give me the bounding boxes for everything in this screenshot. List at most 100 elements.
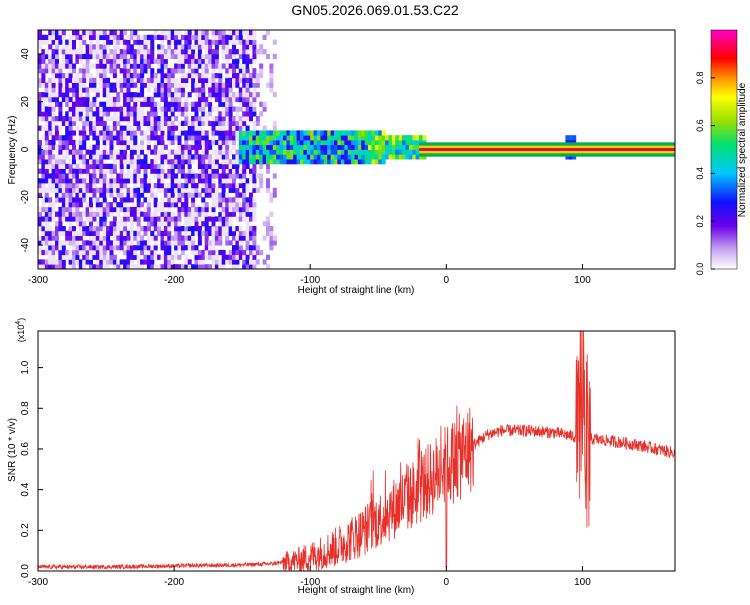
heatmap-cell [245,235,250,241]
heatmap-cell [204,44,209,50]
heatmap-cell [228,111,233,117]
heatmap-cell [82,87,87,93]
heatmap-cell [242,173,247,179]
heatmap-cell [194,92,199,98]
heatmap-cell [102,144,107,150]
heatmap-cell [85,240,90,246]
heatmap-cell [44,82,49,88]
heatmap-cell [44,120,49,126]
heatmap-cell [160,58,165,64]
heatmap-cell [177,96,182,103]
heatmap-cell [153,211,158,217]
heatmap-cell [276,139,281,146]
heatmap-cell [163,120,168,126]
heatmap-cell [211,130,216,136]
heatmap-cell [61,230,66,236]
heatmap-cell [41,235,46,241]
heatmap-cell [204,216,209,222]
heatmap-cell [75,106,80,112]
heatmap-cell [187,173,192,179]
heatmap-cell [259,144,264,150]
heatmap-cell [116,82,121,88]
heatmap-cell [143,49,148,55]
heatmap-cell [153,111,158,117]
heatmap-cell [211,139,216,146]
heatmap-cell [228,226,233,232]
heatmap-cell [197,73,202,79]
heatmap-cell [184,206,189,213]
heatmap-cell [109,130,114,136]
heatmap-cell [197,39,202,45]
heatmap-cell [364,139,369,146]
heatmap-cell [140,92,145,98]
heatmap-cell [95,259,100,265]
heatmap-cell [146,254,151,260]
heatmap-cell [48,53,53,60]
heatmap-cell [180,125,185,131]
heatmap-cell [78,211,83,217]
heatmap-cell [232,202,236,208]
heatmap-cell [228,259,233,265]
heatmap-cell [242,77,247,83]
heatmap-cell [225,259,230,265]
heatmap-cell [116,101,121,107]
heatmap-cell [330,149,335,155]
heatmap-cell [174,44,179,50]
heatmap-cell [75,211,80,217]
heatmap-cell [259,44,264,50]
heatmap-cell [177,87,182,93]
heatmap-cell [136,221,141,227]
heatmap-cell [194,82,199,88]
heatmap-cell [44,53,49,60]
heatmap-cell [99,202,104,208]
heatmap-cell [204,149,209,155]
heatmap-cell [129,163,134,169]
heatmap-cell [129,187,134,193]
heatmap-cell [262,144,267,150]
heatmap-cell [249,235,253,241]
heatmap-cell [102,44,107,50]
heatmap-cell [225,77,230,83]
heatmap-cell [153,206,158,213]
heatmap-cell [58,168,63,174]
heatmap-cell [221,197,226,203]
heatmap-cell [323,154,328,160]
heatmap-cell [211,53,216,60]
heatmap-cell [75,221,80,227]
heatmap-cell [140,259,145,265]
heatmap-cell [150,120,155,126]
heatmap-cell [228,30,233,36]
heatmap-cell [51,206,56,213]
heatmap-cell [116,39,121,45]
heatmap-cell [143,120,148,126]
heatmap-cell [228,149,233,155]
heatmap-cell [140,226,145,232]
heatmap-cell [249,192,253,198]
heatmap-cell [218,211,223,217]
heatmap-cell [99,159,104,165]
heatmap-cell [340,159,345,165]
heatmap-cell [313,135,318,141]
heatmap-cell [293,154,298,160]
heatmap-cell [85,87,90,93]
heatmap-cell [306,149,311,155]
heatmap-cell [143,96,148,103]
heatmap-cell [102,206,107,213]
heatmap-cell [89,116,93,122]
heatmap-cell [371,149,376,155]
heatmap-cell [75,96,80,103]
heatmap-cell [95,111,100,117]
heatmap-cell [266,163,270,169]
heatmap-cell [126,111,131,117]
heatmap-cell [272,173,277,179]
heatmap-cell [201,53,206,60]
heatmap-cell [388,135,393,141]
heatmap-cell [72,206,76,213]
heatmap-cell [44,139,49,146]
heatmap-cell [44,39,49,45]
heatmap-cell [269,82,274,88]
heatmap-cell [177,226,182,232]
heatmap-cell [232,254,236,260]
heatmap-cell [82,226,87,232]
heatmap-cell [41,58,46,64]
